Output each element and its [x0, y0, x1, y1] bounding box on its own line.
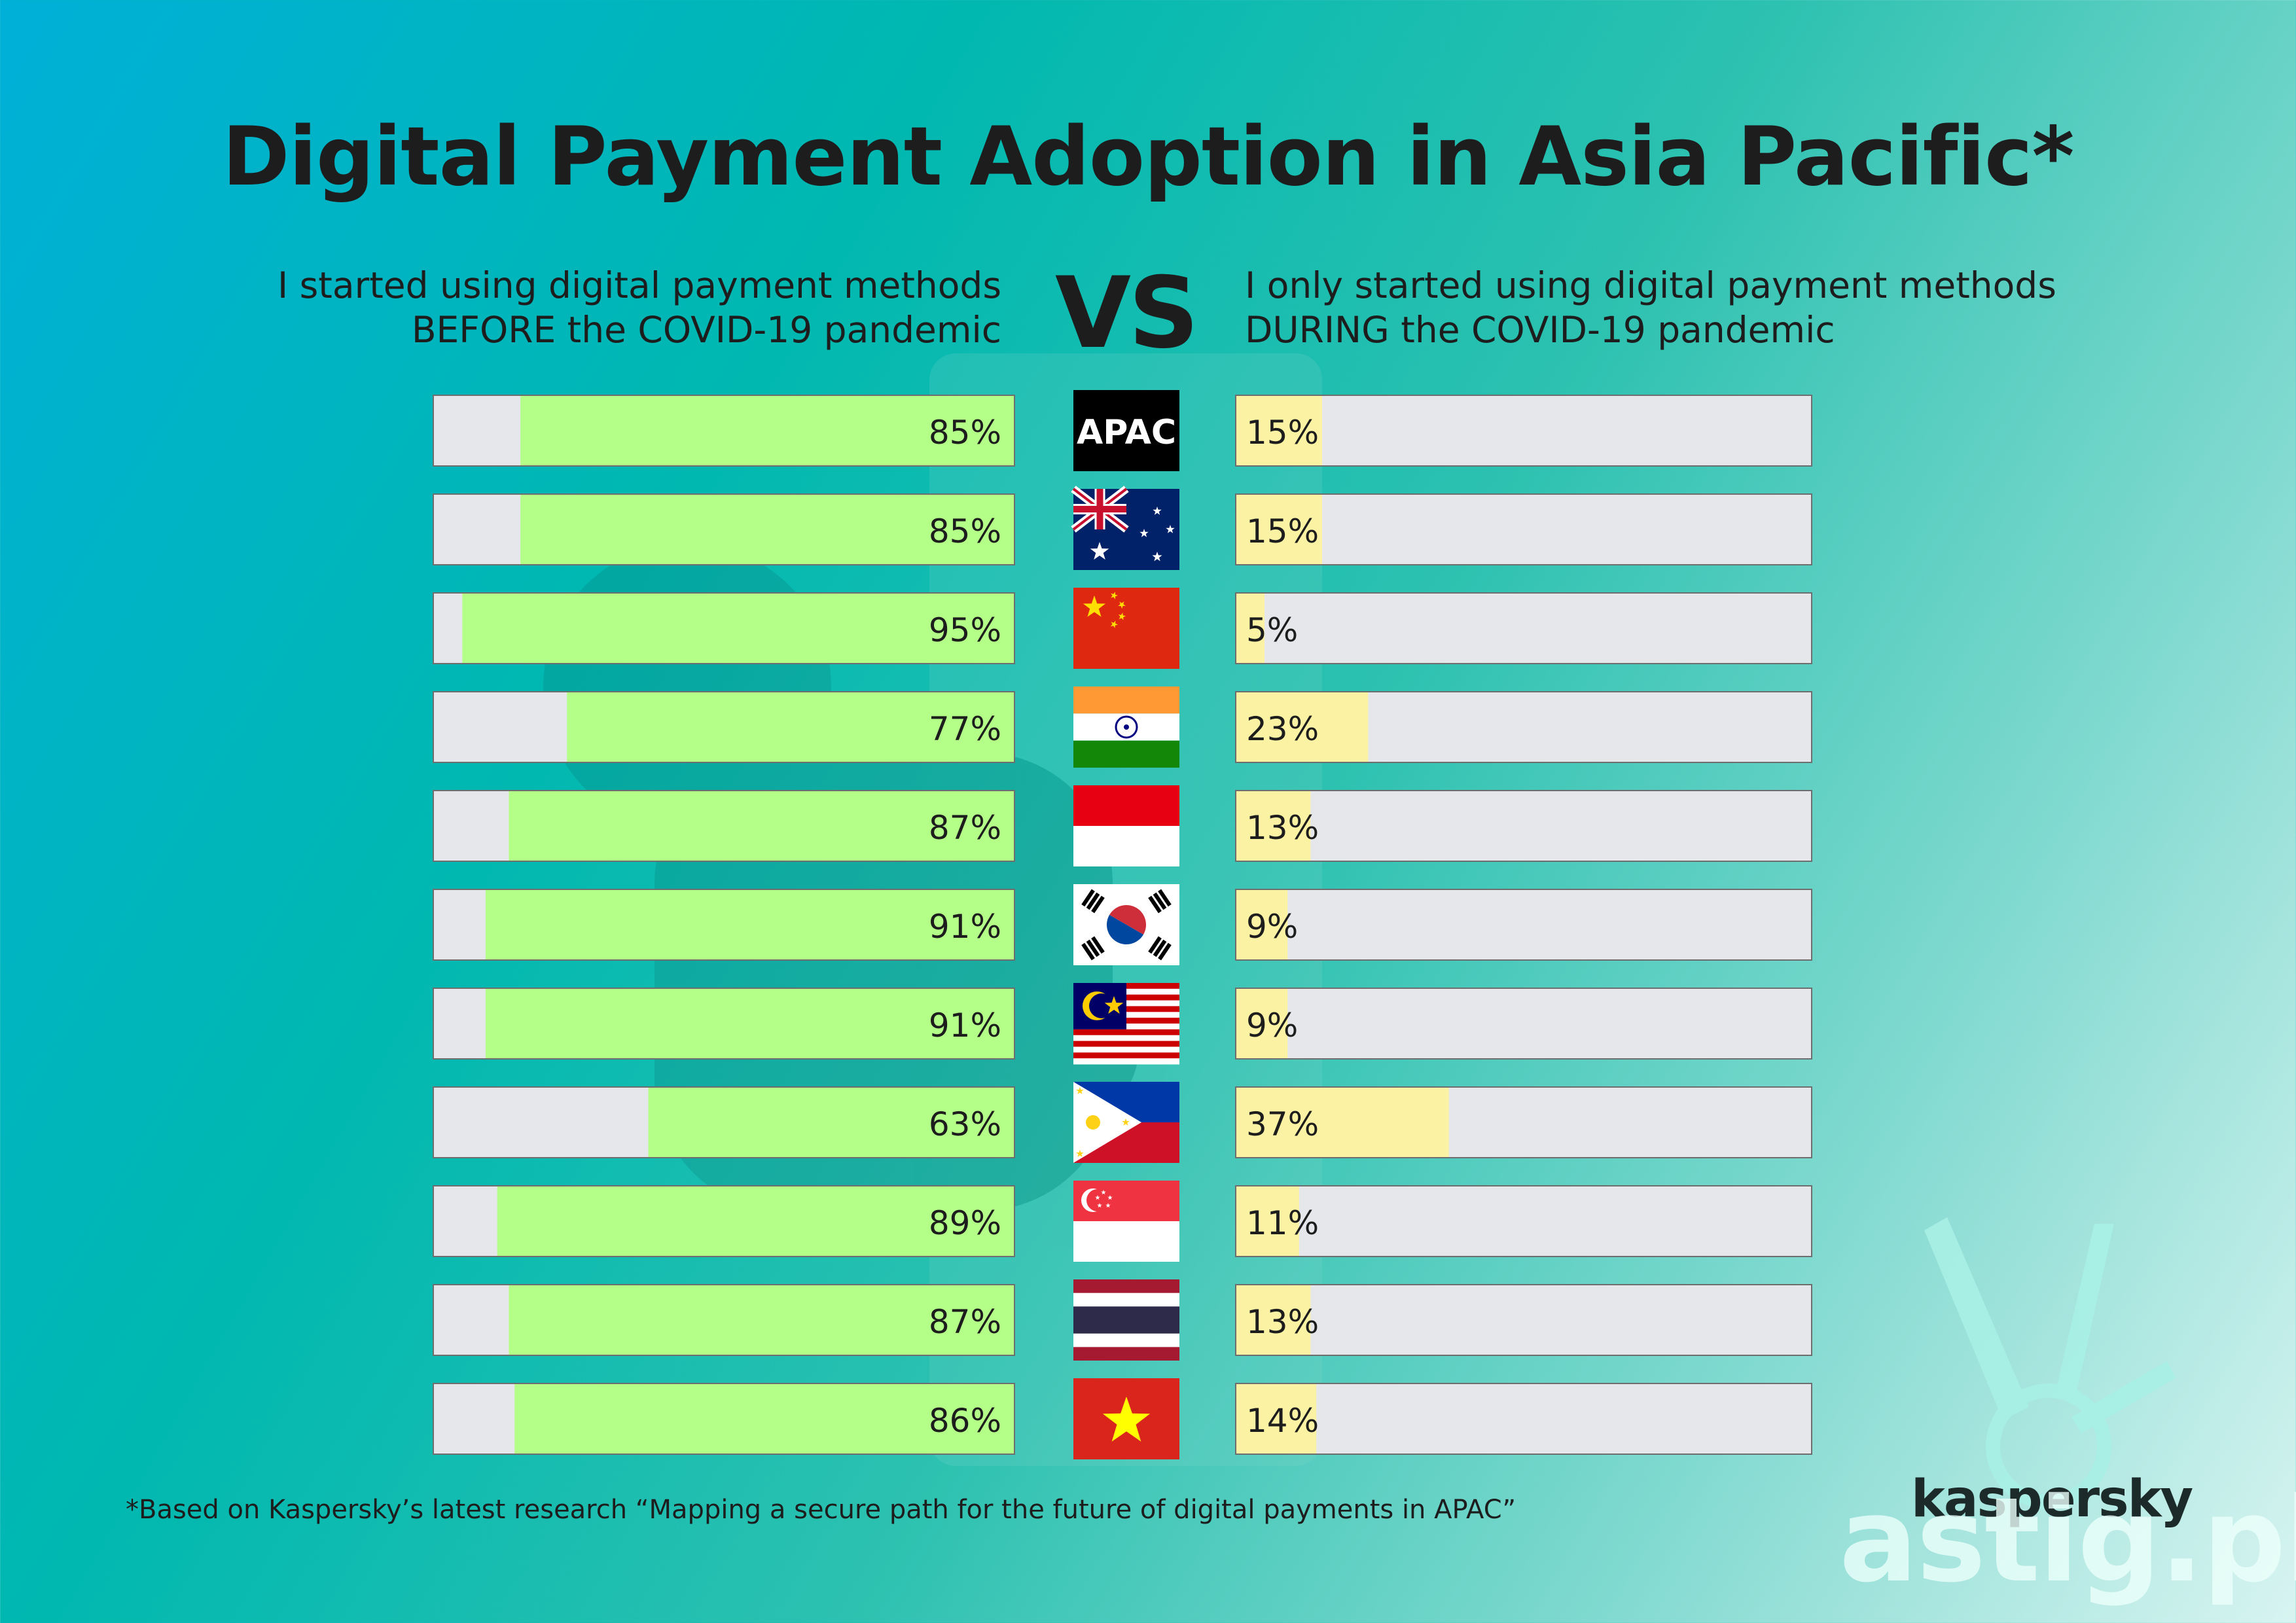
- before-value-label: 85%: [929, 414, 1001, 452]
- during-bar: [1236, 692, 1369, 762]
- chart-row: 87% 13%: [433, 1279, 1812, 1361]
- vietnam-flag-icon: [1073, 1378, 1179, 1459]
- apac-label: APAC: [1077, 413, 1176, 452]
- before-bar: [520, 395, 1014, 466]
- before-bar: [497, 1186, 1014, 1257]
- during-value-label: 14%: [1246, 1402, 1319, 1440]
- during-value-label: 5%: [1246, 611, 1298, 649]
- before-bar: [485, 988, 1014, 1059]
- australia-flag-icon: [1071, 486, 1179, 570]
- malaysia-flag-icon: [1073, 983, 1179, 1065]
- chart-row: 85% 15%: [433, 486, 1812, 570]
- vs-label: VS: [1054, 257, 1199, 370]
- before-bar: [462, 593, 1014, 664]
- before-value-label: 87%: [929, 809, 1001, 847]
- indonesia-flag-icon: [1073, 785, 1179, 866]
- during-value-label: 9%: [1246, 1007, 1298, 1044]
- during-value-label: 23%: [1246, 710, 1319, 748]
- chart-row: 89% 11%: [433, 1181, 1812, 1262]
- chart-row: 63% 37%: [433, 1082, 1812, 1163]
- during-value-label: 37%: [1246, 1105, 1319, 1143]
- before-value-label: 87%: [929, 1303, 1001, 1341]
- during-value-label: 15%: [1246, 414, 1319, 452]
- during-bar: [1236, 988, 1288, 1059]
- watermark: astig.ph: [1839, 1472, 2296, 1608]
- before-value-label: 63%: [929, 1105, 1001, 1143]
- before-bar: [514, 1383, 1014, 1454]
- chart-row: 87% 13%: [433, 785, 1812, 866]
- before-bar: [485, 889, 1014, 960]
- before-bar: [509, 791, 1014, 861]
- during-bar: [1236, 791, 1311, 861]
- thailand-flag-icon: [1073, 1279, 1179, 1361]
- during-bar-track: [1236, 494, 1812, 565]
- apac-label: APAC: [1073, 390, 1179, 471]
- during-bar-track: [1236, 1285, 1812, 1355]
- during-bar: [1236, 494, 1322, 565]
- during-bar: [1236, 1383, 1317, 1454]
- before-value-label: 91%: [929, 1007, 1001, 1044]
- during-value-label: 13%: [1246, 809, 1319, 847]
- during-value-label: 15%: [1246, 512, 1319, 550]
- page-title: Digital Payment Adoption in Asia Pacific…: [222, 110, 2075, 204]
- during-bar-track: [1236, 1383, 1812, 1454]
- china-flag-icon: [1073, 588, 1179, 669]
- before-value-label: 91%: [929, 908, 1001, 946]
- before-value-label: 86%: [929, 1402, 1001, 1440]
- during-value-label: 9%: [1246, 908, 1298, 946]
- during-bar: [1236, 1186, 1299, 1257]
- south-korea-flag-icon: [1073, 884, 1179, 965]
- before-bar: [567, 692, 1014, 762]
- chart-row: 86% 14%: [433, 1378, 1812, 1459]
- kaspersky-logo: kaspersky: [1911, 1470, 2193, 1529]
- during-bar-track: [1236, 988, 1812, 1059]
- before-bar: [520, 494, 1014, 565]
- before-value-label: 77%: [929, 710, 1001, 748]
- chart-row: 91% 9%: [433, 983, 1812, 1065]
- before-value-label: 95%: [929, 611, 1001, 649]
- before-pandemic-header: I started using digital payment methods …: [277, 264, 1001, 351]
- during-value-label: 11%: [1246, 1204, 1319, 1242]
- during-bar-track: [1236, 395, 1812, 466]
- india-flag-icon: [1073, 687, 1179, 768]
- during-value-label: 13%: [1246, 1303, 1319, 1341]
- during-bar: [1236, 889, 1288, 960]
- philippines-flag-icon: [1073, 1082, 1179, 1163]
- during-bar: [1236, 593, 1265, 664]
- before-value-label: 85%: [929, 512, 1001, 550]
- during-pandemic-header: I only started using digital payment met…: [1245, 264, 2056, 351]
- during-bar: [1236, 1087, 1449, 1158]
- chart-row: 85% 15% APAC: [433, 390, 1812, 471]
- before-bar: [509, 1285, 1014, 1355]
- chart-row: 91% 9%: [433, 884, 1812, 965]
- footnote: *Based on Kaspersky’s latest research “M…: [126, 1495, 1516, 1525]
- before-bar: [648, 1087, 1014, 1158]
- before-value-label: 89%: [929, 1204, 1001, 1242]
- during-bar: [1236, 395, 1322, 466]
- chart-row: 95% 5%: [433, 588, 1812, 669]
- singapore-flag-icon: [1073, 1181, 1179, 1262]
- during-bar-track: [1236, 593, 1812, 664]
- during-bar: [1236, 1285, 1311, 1355]
- chart-row: 77% 23%: [433, 687, 1812, 768]
- during-bar-track: [1236, 791, 1812, 861]
- during-bar-track: [1236, 889, 1812, 960]
- during-bar-track: [1236, 1186, 1812, 1257]
